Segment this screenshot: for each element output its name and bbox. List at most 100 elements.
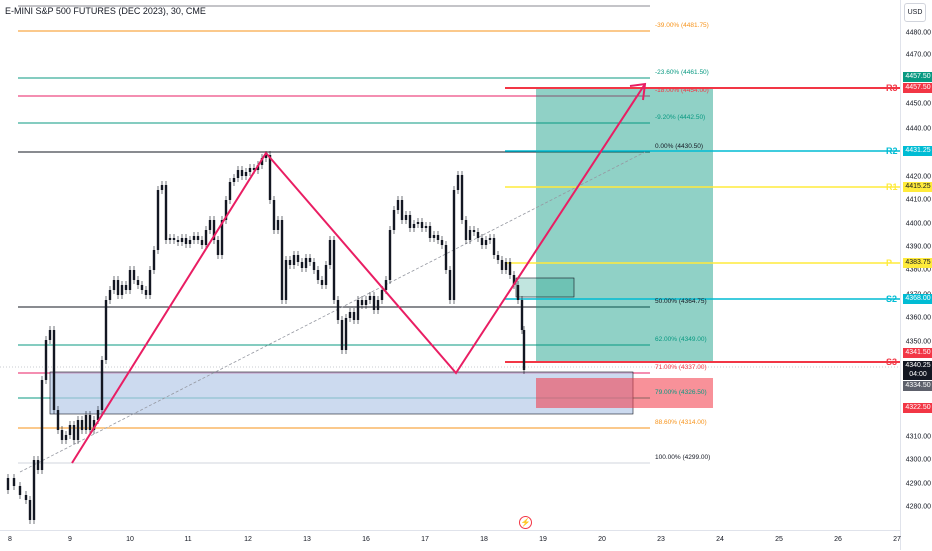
candle-body xyxy=(220,220,224,255)
price-tick: 4380.00 xyxy=(905,266,931,274)
candle-body xyxy=(392,210,396,230)
candle-body xyxy=(260,158,264,165)
currency-button[interactable]: USD xyxy=(904,3,926,22)
candle-body xyxy=(216,240,220,255)
candle-body xyxy=(192,236,196,240)
candle-body xyxy=(352,312,356,320)
pivot-label-r3: R3 xyxy=(886,83,898,93)
candle-body xyxy=(372,296,376,310)
chart-canvas[interactable] xyxy=(0,0,900,530)
candle-body xyxy=(520,300,524,330)
candle-body xyxy=(232,178,236,182)
candle-body xyxy=(172,238,176,240)
candle-body xyxy=(76,420,80,440)
candle-body xyxy=(412,224,416,228)
symbol-title: E-MINI S&P 500 FUTURES (DEC 2023), 30, C… xyxy=(5,6,206,16)
candle-body xyxy=(56,410,60,430)
candle-body xyxy=(276,220,280,230)
candle-body xyxy=(40,380,44,470)
time-tick: 26 xyxy=(834,536,842,543)
candle-body xyxy=(6,478,10,490)
candle-body xyxy=(200,240,204,245)
price-axis[interactable]: 4480.004470.004460.004450.004440.004430.… xyxy=(900,0,932,550)
trend-line xyxy=(19,151,646,473)
candle-body xyxy=(508,262,512,275)
candle-body xyxy=(148,270,152,295)
fib-level-label: -9.20% (4442.50) xyxy=(655,114,706,121)
candle-body xyxy=(60,430,64,440)
candle-body xyxy=(96,410,100,420)
candle-body xyxy=(68,425,72,435)
candle-body xyxy=(160,185,164,190)
time-tick: 16 xyxy=(362,536,370,543)
candle-body xyxy=(408,215,412,228)
candle-body xyxy=(356,300,360,320)
candle-body xyxy=(364,300,368,305)
candle-body xyxy=(32,460,36,520)
candle-body xyxy=(404,215,408,220)
candle-body xyxy=(188,240,192,244)
time-tick: 18 xyxy=(480,536,488,543)
candle-body xyxy=(284,260,288,300)
candle-body xyxy=(304,258,308,268)
target-zone xyxy=(536,89,713,362)
candle-body xyxy=(72,425,76,440)
candle-body xyxy=(140,285,144,290)
candle-body xyxy=(336,300,340,320)
fib-level-label: 71.00% (4337.00) xyxy=(655,364,707,371)
price-badge: 4322.50 xyxy=(903,403,932,413)
candle-body xyxy=(268,155,272,200)
time-tick: 8 xyxy=(8,536,12,543)
candle-body xyxy=(18,486,22,495)
candle-body xyxy=(348,312,352,318)
candle-body xyxy=(24,495,28,500)
candle-body xyxy=(288,260,292,265)
price-badge: 4340.25 xyxy=(903,361,932,371)
lightning-icon[interactable]: ⚡ xyxy=(519,516,532,529)
fib-level-label: 0.00% (4430.50) xyxy=(655,143,704,150)
candle-body xyxy=(400,200,404,220)
time-tick: 17 xyxy=(421,536,429,543)
price-tick: 4420.00 xyxy=(905,173,931,181)
candle-body xyxy=(48,330,52,340)
price-tick: 4350.00 xyxy=(905,338,931,346)
fib-level-label: 100.00% (4299.00) xyxy=(655,454,711,461)
candle-body xyxy=(328,240,332,265)
chart-area[interactable]: E-MINI S&P 500 FUTURES (DEC 2023), 30, C… xyxy=(0,0,900,530)
candle-body xyxy=(248,168,252,172)
candle-body xyxy=(44,340,48,380)
candle-body xyxy=(184,238,188,244)
pivot-label-s3: S3 xyxy=(886,357,898,367)
price-tick: 4280.00 xyxy=(905,503,931,511)
candle-body xyxy=(120,285,124,295)
candle-body xyxy=(384,280,388,290)
candle-body xyxy=(488,238,492,240)
time-tick: 25 xyxy=(775,536,783,543)
price-tick: 4360.00 xyxy=(905,314,931,322)
price-badge: 4334.50 xyxy=(903,381,932,391)
pivot-label-r1: R1 xyxy=(886,182,898,192)
candle-body xyxy=(496,255,500,260)
fib-level-label: -23.60% (4461.50) xyxy=(655,69,709,76)
candle-body xyxy=(244,172,248,176)
candle-body xyxy=(180,238,184,242)
candle-body xyxy=(152,250,156,270)
candle-body xyxy=(332,240,336,300)
price-tick: 4310.00 xyxy=(905,433,931,441)
candle-body xyxy=(522,330,526,370)
price-tick: 4470.00 xyxy=(905,51,931,59)
candle-body xyxy=(376,300,380,310)
time-tick: 19 xyxy=(539,536,547,543)
time-axis[interactable]: 8 9 10 11 12 13 16 17 18 19 20 23 24 25 26 27 xyxy=(0,530,901,551)
candle-body xyxy=(280,220,284,300)
price-badge: 4383.75 xyxy=(903,258,932,268)
candle-body xyxy=(468,230,472,240)
price-badge: 04:00 xyxy=(903,370,932,380)
stop-zone xyxy=(536,378,713,408)
candle-body xyxy=(100,360,104,410)
harmonic-pattern xyxy=(71,83,646,464)
candle-body xyxy=(80,420,84,430)
time-tick: 20 xyxy=(598,536,606,543)
candles xyxy=(6,151,526,524)
candle-body xyxy=(380,290,384,300)
